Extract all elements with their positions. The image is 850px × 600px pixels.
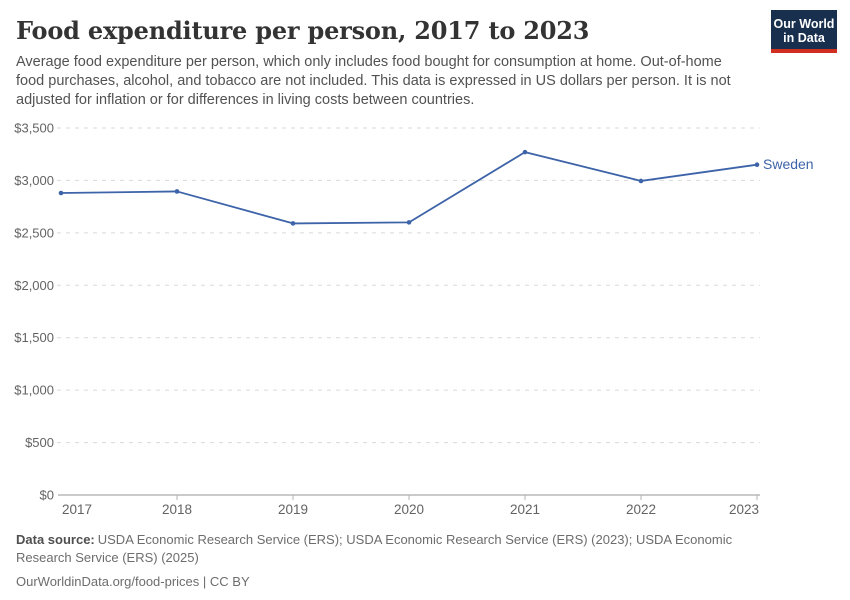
y-axis-tick-label: $0 bbox=[40, 488, 54, 503]
line-chart[interactable]: $0 $500 $1,000 $1,500 $2,000 $2,500 $3,000 $3,5… bbox=[0, 115, 850, 525]
y-axis-tick-label: $2,000 bbox=[14, 278, 54, 293]
data-point[interactable] bbox=[638, 178, 644, 184]
x-axis-tick-label: 2018 bbox=[162, 502, 192, 517]
x-axis-tick-label: 2021 bbox=[510, 502, 540, 517]
y-axis-tick-label: $1,500 bbox=[14, 330, 54, 345]
data-point[interactable] bbox=[406, 220, 412, 225]
x-axis-tick-label: 2023 bbox=[729, 502, 759, 517]
data-point[interactable] bbox=[290, 221, 296, 226]
series-line-sweden bbox=[60, 151, 758, 225]
page-title: Food expenditure per person, 2017 to 202… bbox=[16, 16, 590, 45]
x-axis-tick-label: 2019 bbox=[278, 502, 308, 517]
owid-logo: Our World in Data bbox=[771, 10, 837, 53]
data-point[interactable] bbox=[174, 189, 180, 194]
y-axis-tick-label: $2,500 bbox=[14, 225, 54, 240]
chart-subtitle: Average food expenditure per person, whi… bbox=[16, 54, 731, 108]
data-source-text: USDA Economic Research Service (ERS); US… bbox=[16, 532, 733, 565]
chart-footer: Data source: USDA Economic Research Servi… bbox=[16, 531, 776, 591]
y-axis-tick-label: $1,000 bbox=[14, 383, 54, 398]
y-axis-tick-label: $3,500 bbox=[14, 121, 54, 136]
owid-logo-line2: in Data bbox=[783, 31, 825, 45]
series-label: Sweden bbox=[763, 156, 814, 172]
data-point[interactable] bbox=[522, 149, 528, 155]
chart-header: Food expenditure per person, 2017 to 202… bbox=[16, 16, 756, 110]
license-link[interactable]: OurWorldinData.org/food-prices | CC BY bbox=[16, 574, 250, 589]
x-axis-tick-label: 2022 bbox=[626, 502, 656, 517]
data-point[interactable] bbox=[754, 162, 760, 167]
x-axis-tick-label: 2017 bbox=[62, 502, 92, 517]
data-point[interactable] bbox=[58, 190, 64, 196]
data-source-label: Data source: bbox=[16, 532, 95, 547]
y-axis-tick-label: $500 bbox=[25, 435, 54, 450]
data-source-line: Data source: USDA Economic Research Servi… bbox=[16, 531, 776, 566]
y-axis-tick-label: $3,000 bbox=[14, 173, 54, 188]
owid-logo-line1: Our World bbox=[773, 17, 835, 31]
x-axis-tick-label: 2020 bbox=[394, 502, 424, 517]
